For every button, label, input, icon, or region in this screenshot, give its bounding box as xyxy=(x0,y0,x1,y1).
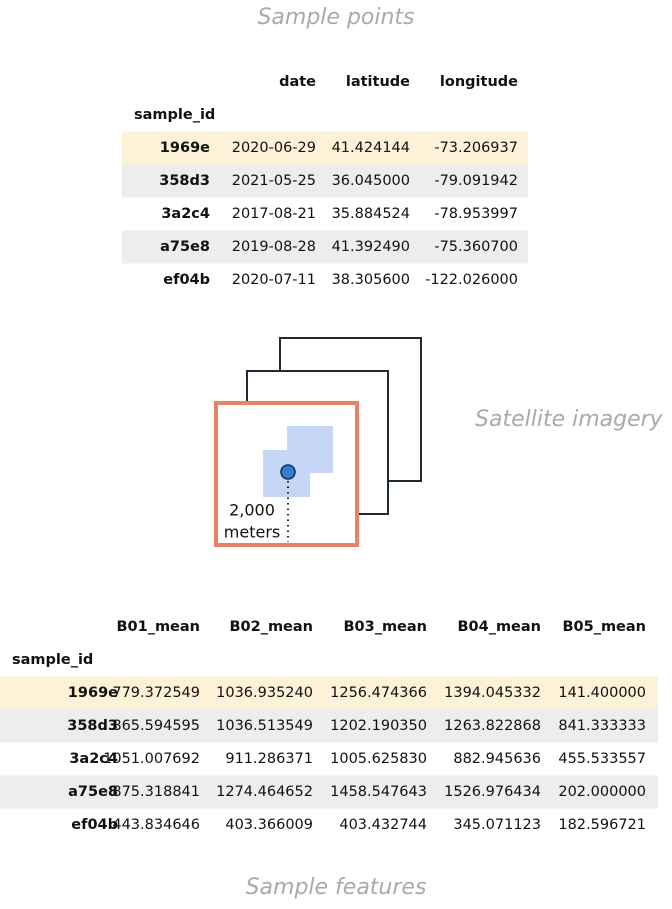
cell: 41.392490 xyxy=(332,239,410,255)
column-header: B03_mean xyxy=(343,619,427,635)
cell: 2020-07-11 xyxy=(232,272,316,288)
cell: 2019-08-28 xyxy=(232,239,316,255)
row-bg xyxy=(0,775,658,809)
column-header: B05_mean xyxy=(562,619,646,635)
cell: 403.366009 xyxy=(225,817,313,833)
row-index: 3a2c4 xyxy=(161,206,210,222)
column-header: longitude xyxy=(440,74,518,90)
column-header: latitude xyxy=(346,74,410,90)
column-header: date xyxy=(279,74,316,90)
cell: 1202.190350 xyxy=(330,718,427,734)
cell: 1005.625830 xyxy=(330,751,427,767)
cell: 403.432744 xyxy=(339,817,427,833)
row-bg xyxy=(0,676,658,710)
cell: 41.424144 xyxy=(332,140,410,156)
row-bg xyxy=(122,230,528,264)
cell: 1036.935240 xyxy=(216,685,313,701)
row-index: 358d3 xyxy=(159,173,210,189)
cell: 882.945636 xyxy=(453,751,541,767)
row-index: 3a2c4 xyxy=(69,751,118,767)
row-bg xyxy=(122,164,528,198)
cell: 1051.007692 xyxy=(103,751,200,767)
cell: 1274.464652 xyxy=(216,784,313,800)
distance: 2,000 xyxy=(229,501,275,520)
cell: 865.594595 xyxy=(112,718,200,734)
caption: Sample points xyxy=(257,5,414,30)
cell: 443.834646 xyxy=(112,817,200,833)
caption: Sample features xyxy=(246,875,427,900)
cell: 38.305600 xyxy=(332,272,410,288)
index-name: sample_id xyxy=(134,107,215,123)
cell: 345.071123 xyxy=(453,817,541,833)
row-index: 1969e xyxy=(160,140,210,156)
cell: -79.091942 xyxy=(434,173,518,189)
cell: -75.360700 xyxy=(434,239,518,255)
row-index: 1969e xyxy=(68,685,118,701)
cell: -73.206937 xyxy=(434,140,518,156)
cell: 1263.822868 xyxy=(444,718,541,734)
row-bg xyxy=(122,131,528,165)
cell: 182.596721 xyxy=(558,817,646,833)
cell: 875.318841 xyxy=(112,784,200,800)
cell: 1256.474366 xyxy=(330,685,427,701)
row-index: ef04b xyxy=(163,272,210,288)
point xyxy=(280,464,296,480)
imagery-stack: 2,000 meters Satellite imagery xyxy=(214,337,664,547)
cell: 455.533557 xyxy=(558,751,646,767)
cell: 1394.045332 xyxy=(444,685,541,701)
column-header: B04_mean xyxy=(457,619,541,635)
cell: 2017-08-21 xyxy=(232,206,316,222)
row-index: a75e8 xyxy=(160,239,210,255)
cell: 911.286371 xyxy=(225,751,313,767)
row-index: 358d3 xyxy=(67,718,118,734)
cell: 35.884524 xyxy=(332,206,410,222)
cell: 2020-06-29 xyxy=(232,140,316,156)
row-index: a75e8 xyxy=(68,784,118,800)
column-header: B02_mean xyxy=(229,619,313,635)
cell: 202.000000 xyxy=(558,784,646,800)
cell: 1458.547643 xyxy=(330,784,427,800)
cell: 1526.976434 xyxy=(444,784,541,800)
cell: 141.400000 xyxy=(558,685,646,701)
cell: -122.026000 xyxy=(425,272,518,288)
unit: meters xyxy=(224,523,280,542)
cell: -78.953997 xyxy=(434,206,518,222)
cell: 36.045000 xyxy=(332,173,410,189)
cell: 1036.513549 xyxy=(216,718,313,734)
index-name: sample_id xyxy=(12,652,93,668)
row-bg xyxy=(0,709,658,743)
cell: 841.333333 xyxy=(558,718,646,734)
column-header: B01_mean xyxy=(116,619,200,635)
row-index: ef04b xyxy=(71,817,118,833)
cell: 779.372549 xyxy=(112,685,200,701)
cell: 2021-05-25 xyxy=(232,173,316,189)
imagery-label: Satellite imagery xyxy=(475,407,664,432)
